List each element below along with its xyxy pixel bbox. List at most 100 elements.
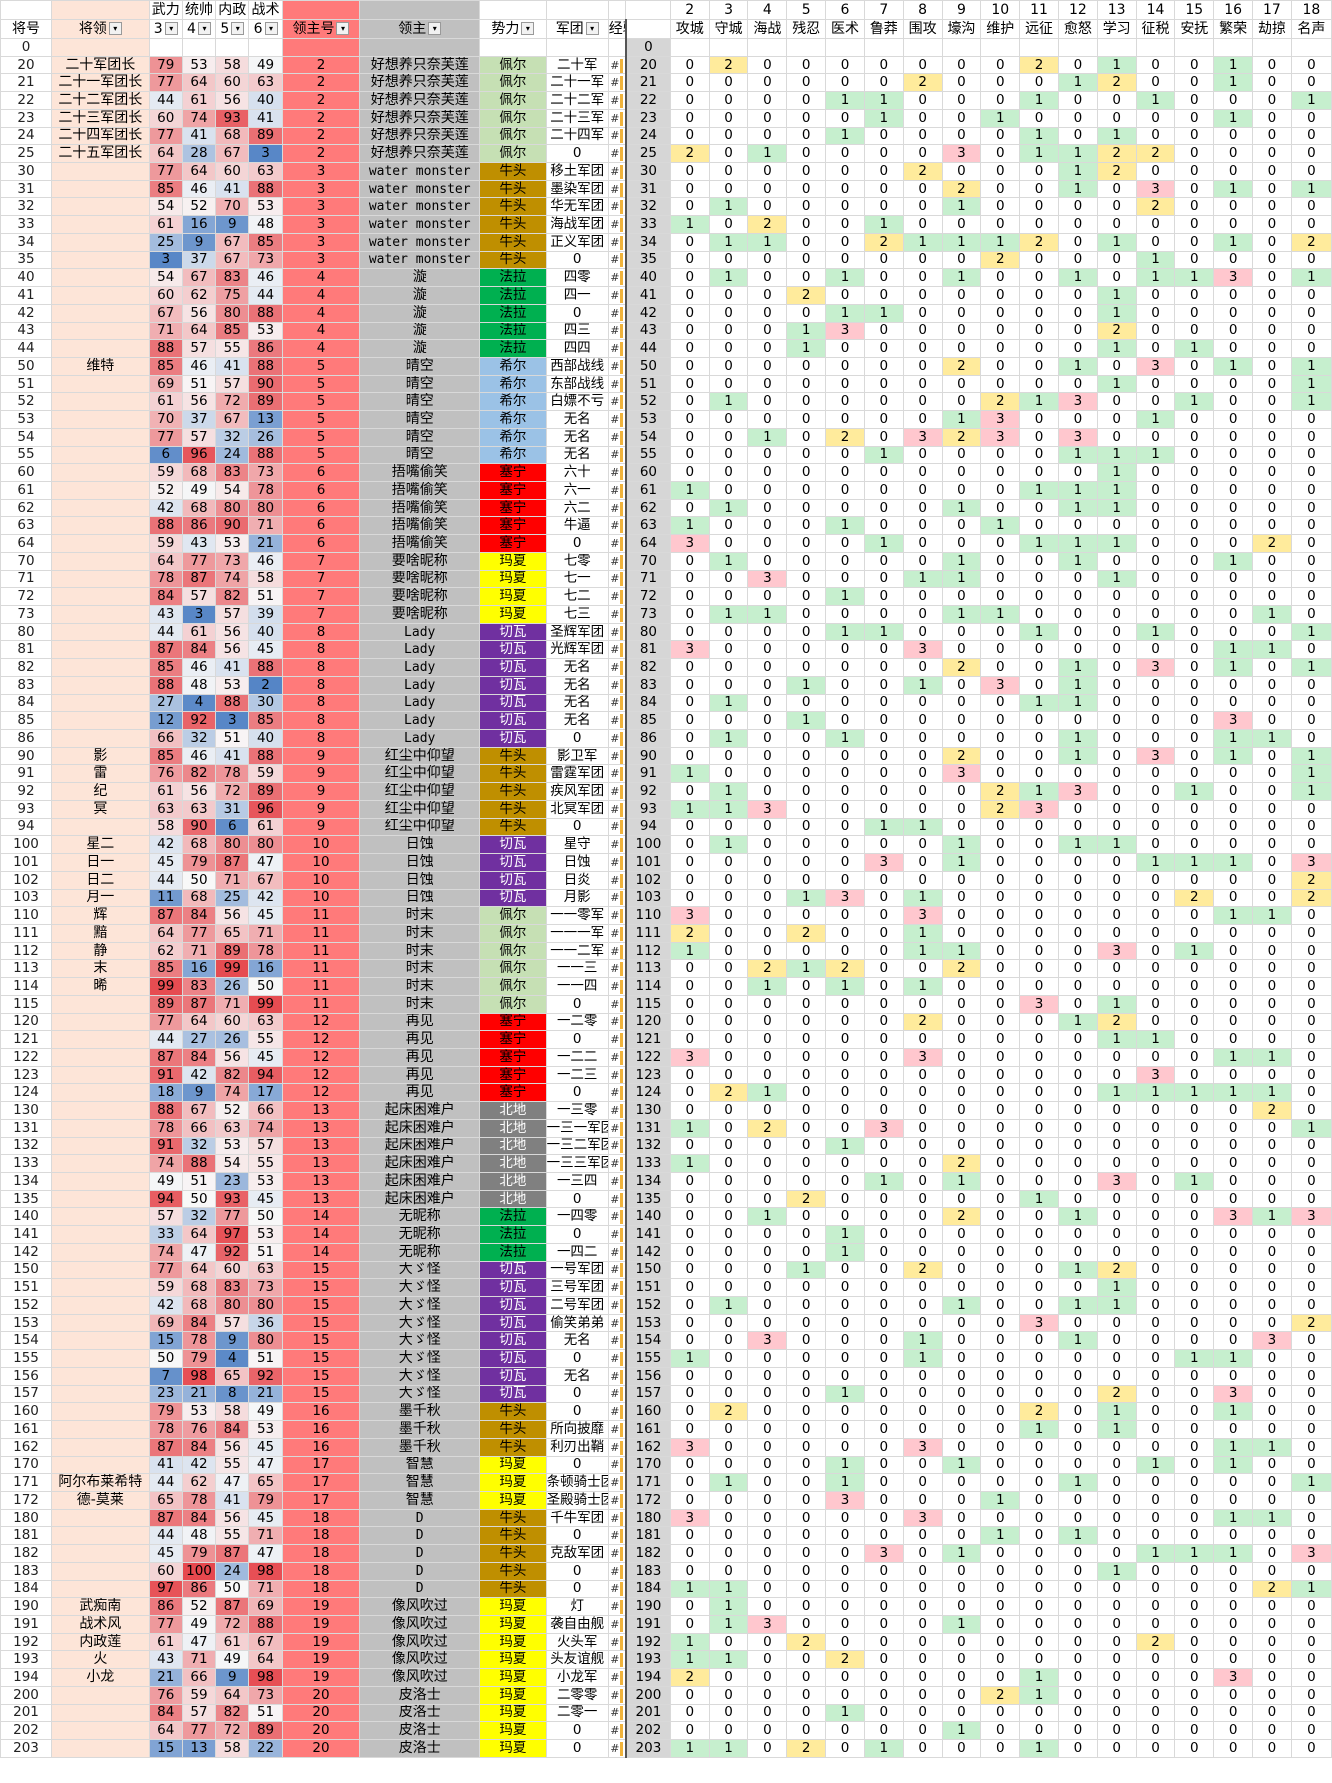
- lord-name-cell[interactable]: 红尘中仰望: [359, 817, 481, 837]
- lord-id-cell[interactable]: 8: [281, 658, 361, 677]
- faction-cell[interactable]: 牛头: [479, 1402, 547, 1422]
- faction-cell[interactable]: 牛头: [479, 817, 547, 837]
- experience-cell[interactable]: 151: [625, 1278, 671, 1298]
- trait-cell[interactable]: 1: [1213, 1402, 1254, 1422]
- legion-cell[interactable]: 日炎: [545, 870, 609, 890]
- stat-cell[interactable]: 97: [215, 1225, 250, 1244]
- lord-id-cell[interactable]: 7: [281, 551, 361, 571]
- trait-cell[interactable]: 0: [1057, 870, 1098, 890]
- general-id-cell[interactable]: 135: [0, 1189, 53, 1209]
- trait-cell[interactable]: 0: [747, 179, 788, 199]
- column-header[interactable]: 攻城: [669, 19, 710, 39]
- stat-cell[interactable]: 43: [148, 605, 183, 624]
- general-id-cell[interactable]: 181: [0, 1526, 53, 1546]
- trait-cell[interactable]: 0: [980, 729, 1021, 748]
- lord-name-cell[interactable]: 时末: [359, 923, 481, 943]
- trait-cell[interactable]: 1: [1174, 1349, 1215, 1368]
- trait-cell[interactable]: 0: [1290, 1242, 1332, 1262]
- stat-cell[interactable]: 71: [248, 1526, 283, 1546]
- stat-cell[interactable]: 50: [248, 977, 283, 996]
- trait-cell[interactable]: 0: [1019, 1473, 1059, 1492]
- legion-cell[interactable]: 二十四军: [545, 126, 609, 146]
- trait-cell[interactable]: 1: [669, 1118, 710, 1138]
- general-name-cell[interactable]: 黯: [51, 923, 150, 943]
- experience-cell[interactable]: 201: [625, 1703, 671, 1723]
- trait-cell[interactable]: 2: [1290, 232, 1332, 252]
- trait-cell[interactable]: 0: [786, 1614, 827, 1634]
- trait-cell[interactable]: 0: [747, 1668, 788, 1687]
- column-header[interactable]: 4 ▾: [181, 19, 217, 39]
- stat-cell[interactable]: 72: [215, 782, 250, 801]
- lord-id-cell[interactable]: 8: [281, 693, 361, 713]
- stat-cell[interactable]: 47: [181, 1242, 217, 1262]
- experience-overflow-cell[interactable]: #: [607, 1296, 627, 1315]
- trait-cell[interactable]: 0: [786, 1207, 827, 1227]
- trait-cell[interactable]: 0: [786, 179, 827, 199]
- trait-cell[interactable]: 0: [1096, 1047, 1137, 1067]
- trait-cell[interactable]: 0: [1252, 268, 1292, 288]
- trait-cell[interactable]: 0: [1290, 126, 1332, 146]
- faction-cell[interactable]: 玛夏: [479, 551, 547, 571]
- stat-cell[interactable]: 44: [148, 1030, 183, 1049]
- legion-cell[interactable]: 雷霆军团: [545, 764, 609, 784]
- legion-cell[interactable]: 墨染军团: [545, 179, 609, 199]
- stat-cell[interactable]: 71: [215, 870, 250, 890]
- trait-cell[interactable]: 0: [980, 711, 1021, 731]
- stat-cell[interactable]: 9: [215, 1668, 250, 1687]
- trait-cell[interactable]: 0: [902, 1650, 943, 1670]
- trait-cell[interactable]: 0: [1135, 1473, 1176, 1492]
- trait-cell[interactable]: 0: [747, 1721, 788, 1740]
- trait-cell[interactable]: 0: [1213, 1685, 1254, 1705]
- trait-cell[interactable]: 0: [863, 1650, 904, 1670]
- trait-cell[interactable]: 0: [980, 1172, 1021, 1191]
- trait-cell[interactable]: 1: [902, 1349, 943, 1368]
- trait-cell[interactable]: 0: [1019, 853, 1059, 872]
- stat-cell[interactable]: 53: [248, 321, 283, 341]
- trait-cell[interactable]: 0: [1174, 1065, 1215, 1085]
- trait-cell[interactable]: 0: [708, 711, 749, 731]
- trait-cell[interactable]: 0: [980, 870, 1021, 890]
- trait-cell[interactable]: 0: [786, 994, 827, 1014]
- trait-cell[interactable]: 1: [1135, 250, 1176, 270]
- trait-cell[interactable]: 0: [825, 286, 865, 305]
- trait-cell[interactable]: 0: [1135, 923, 1176, 943]
- stat-cell[interactable]: 88: [148, 1101, 183, 1120]
- lord-id-cell[interactable]: 5: [281, 445, 361, 465]
- trait-cell[interactable]: 3: [669, 640, 710, 660]
- lord-id-cell[interactable]: 8: [281, 729, 361, 748]
- general-id-cell[interactable]: 142: [0, 1242, 53, 1262]
- trait-cell[interactable]: 0: [902, 835, 943, 855]
- trait-cell[interactable]: 0: [1019, 73, 1059, 93]
- stat-cell[interactable]: 41: [248, 108, 283, 128]
- trait-cell[interactable]: 0: [1290, 1402, 1332, 1422]
- trait-cell[interactable]: 0: [786, 1455, 827, 1475]
- stat-cell[interactable]: 73: [248, 1685, 283, 1705]
- general-id-cell[interactable]: 53: [0, 410, 53, 429]
- trait-cell[interactable]: 0: [1174, 232, 1215, 252]
- trait-cell[interactable]: 0: [825, 1366, 865, 1386]
- trait-cell[interactable]: 0: [825, 1614, 865, 1634]
- lord-id-cell[interactable]: 19: [281, 1632, 361, 1652]
- experience-cell[interactable]: 54: [625, 427, 671, 447]
- trait-cell[interactable]: 0: [980, 91, 1021, 110]
- general-name-cell[interactable]: [51, 38, 150, 57]
- experience-overflow-cell[interactable]: #: [607, 1721, 627, 1740]
- general-id-cell[interactable]: 120: [0, 1012, 53, 1032]
- trait-cell[interactable]: 0: [1019, 1349, 1059, 1368]
- trait-cell[interactable]: 0: [708, 144, 749, 164]
- trait-cell[interactable]: 0: [1290, 1703, 1332, 1723]
- lord-name-cell[interactable]: 捂嘴偷笑: [359, 480, 481, 500]
- trait-cell[interactable]: 1: [1174, 1172, 1215, 1191]
- trait-cell[interactable]: 0: [1057, 1437, 1098, 1457]
- trait-cell[interactable]: 1: [1057, 1331, 1098, 1351]
- legion-cell[interactable]: 0: [545, 1225, 609, 1244]
- trait-cell[interactable]: 0: [1019, 1579, 1059, 1599]
- faction-cell[interactable]: 切瓦: [479, 1296, 547, 1315]
- trait-cell[interactable]: 1: [902, 232, 943, 252]
- trait-cell[interactable]: 1: [863, 108, 904, 128]
- trait-cell[interactable]: 0: [902, 1632, 943, 1652]
- trait-cell[interactable]: 0: [1057, 197, 1098, 217]
- stat-cell[interactable]: 89: [248, 126, 283, 146]
- lord-id-cell[interactable]: 4: [281, 268, 361, 288]
- trait-cell[interactable]: 0: [747, 1366, 788, 1386]
